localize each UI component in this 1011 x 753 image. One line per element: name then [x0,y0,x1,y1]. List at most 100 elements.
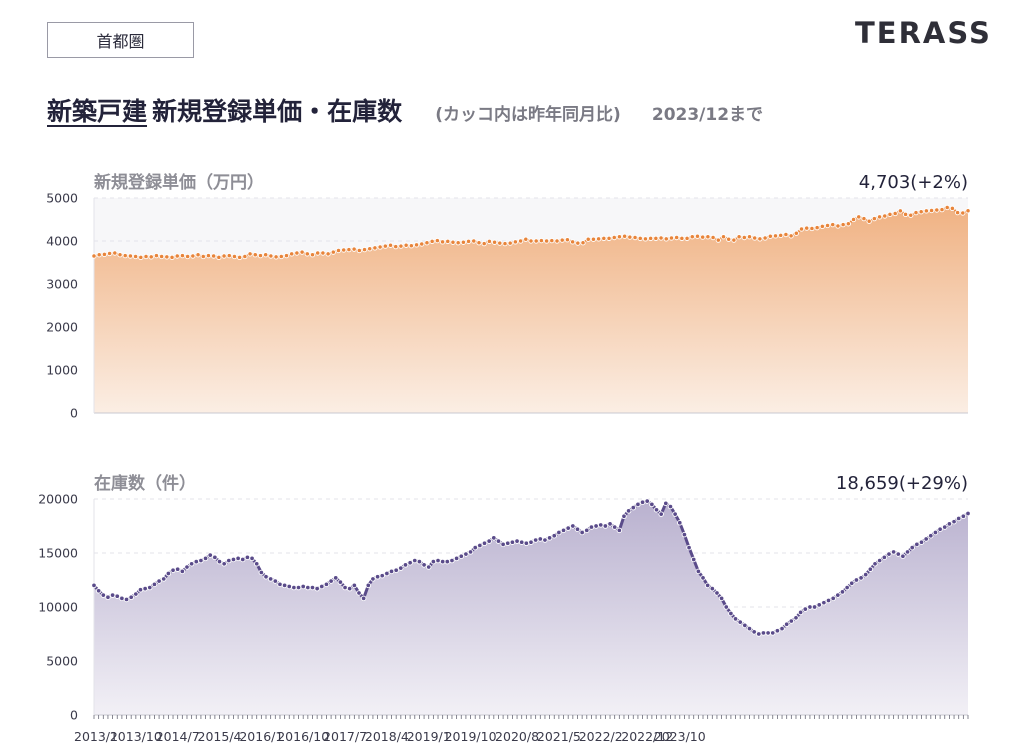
price-data-point [460,239,467,245]
stock-data-point [509,539,516,545]
stock-data-point [890,549,897,555]
title-category: 新築戸建 [47,97,148,126]
price-data-point [694,233,701,239]
price-data-point [278,253,284,260]
x-tick-label: 2018/4 [365,729,409,744]
stock-data-point [467,549,474,555]
price-data-point [627,234,633,240]
price-data-point [830,222,836,228]
stock-data-point [528,539,534,545]
stock-data-point [305,584,311,591]
price-data-point [132,253,139,260]
stock-data-point [198,557,204,564]
price-data-point [190,253,196,259]
stock-data-point [212,554,218,561]
price-data-point [294,250,300,256]
stock-data-point [756,631,762,637]
price-data-point [788,233,794,239]
stock-data-point [677,520,683,526]
stock-data-point [230,556,237,563]
stock-data-point [258,569,265,576]
price-data-point [783,231,789,238]
stock-data-point [286,583,293,590]
price-data-point [361,246,368,253]
price-data-point [367,246,373,252]
stock-data-point [946,521,953,527]
price-data-point [648,235,654,242]
stock-data-point [700,575,706,581]
stock-data-point [342,584,348,591]
price-data-point [179,252,186,259]
price-area [94,207,968,413]
price-data-point [372,245,378,251]
stock-data-point [453,555,460,562]
x-tick-label: 2014/7 [156,729,200,744]
price-data-point [580,240,586,246]
price-data-point [502,240,508,247]
stock-y-tick-label: 15000 [38,546,78,561]
stock-data-point [532,537,539,543]
price-data-point [762,235,768,241]
stock-data-point [193,558,200,565]
stock-data-point [207,552,213,558]
stock-data-point [477,542,483,549]
price-data-point [455,240,461,246]
stock-data-point [881,554,888,561]
price-data-point [424,240,430,246]
stock-data-point [272,578,279,584]
price-y-tick-label: 0 [70,406,78,421]
stock-data-point [416,558,423,565]
price-data-point [153,252,160,259]
price-data-point [403,242,409,248]
price-data-point [200,253,206,260]
price-data-point [637,235,643,242]
stock-data-point [695,568,702,575]
stock-chart-title: 在庫数（件） [94,473,196,494]
stock-data-point [895,551,902,557]
price-data-point [949,205,956,211]
stock-data-point [788,618,795,624]
price-data-point [533,238,539,244]
price-data-point [543,238,550,244]
price-data-point [835,223,841,229]
stock-data-point [621,513,627,520]
stock-data-point [616,527,623,534]
price-data-point [642,236,649,242]
stock-data-point [365,582,372,589]
stock-data-point [672,511,678,517]
stock-data-point [439,558,446,565]
price-data-point [944,204,950,211]
x-tick-label: 2013/10 [110,729,162,744]
stock-data-point [830,595,836,602]
stock-data-point [584,527,590,534]
price-data-point [934,207,940,213]
price-data-point [606,235,612,242]
stock-data-point [491,535,497,541]
price-data-point [257,252,264,259]
price-data-point [242,253,248,260]
price-data-point [247,251,253,257]
price-data-point [564,237,571,243]
price-data-point [491,239,498,245]
price-data-point [793,230,799,236]
price-data-point [824,222,831,229]
price-data-point [856,214,862,220]
price-data-point [101,251,108,257]
price-data-point [705,234,711,240]
price-data-point [486,238,493,245]
stock-data-point [681,531,688,538]
stock-data-point [942,524,948,530]
stock-data-point [862,571,869,578]
price-data-point [778,232,784,239]
stock-data-point [314,585,320,592]
title-date: 2023/12まで [651,105,764,125]
stock-data-point [249,555,255,562]
stock-data-point [435,557,441,564]
price-data-point [658,235,664,241]
price-data-point [700,234,706,240]
x-tick-label: 2019/1 [407,729,451,744]
stock-data-point [226,557,232,564]
stock-data-point [91,582,97,589]
stock-data-point [876,557,883,564]
